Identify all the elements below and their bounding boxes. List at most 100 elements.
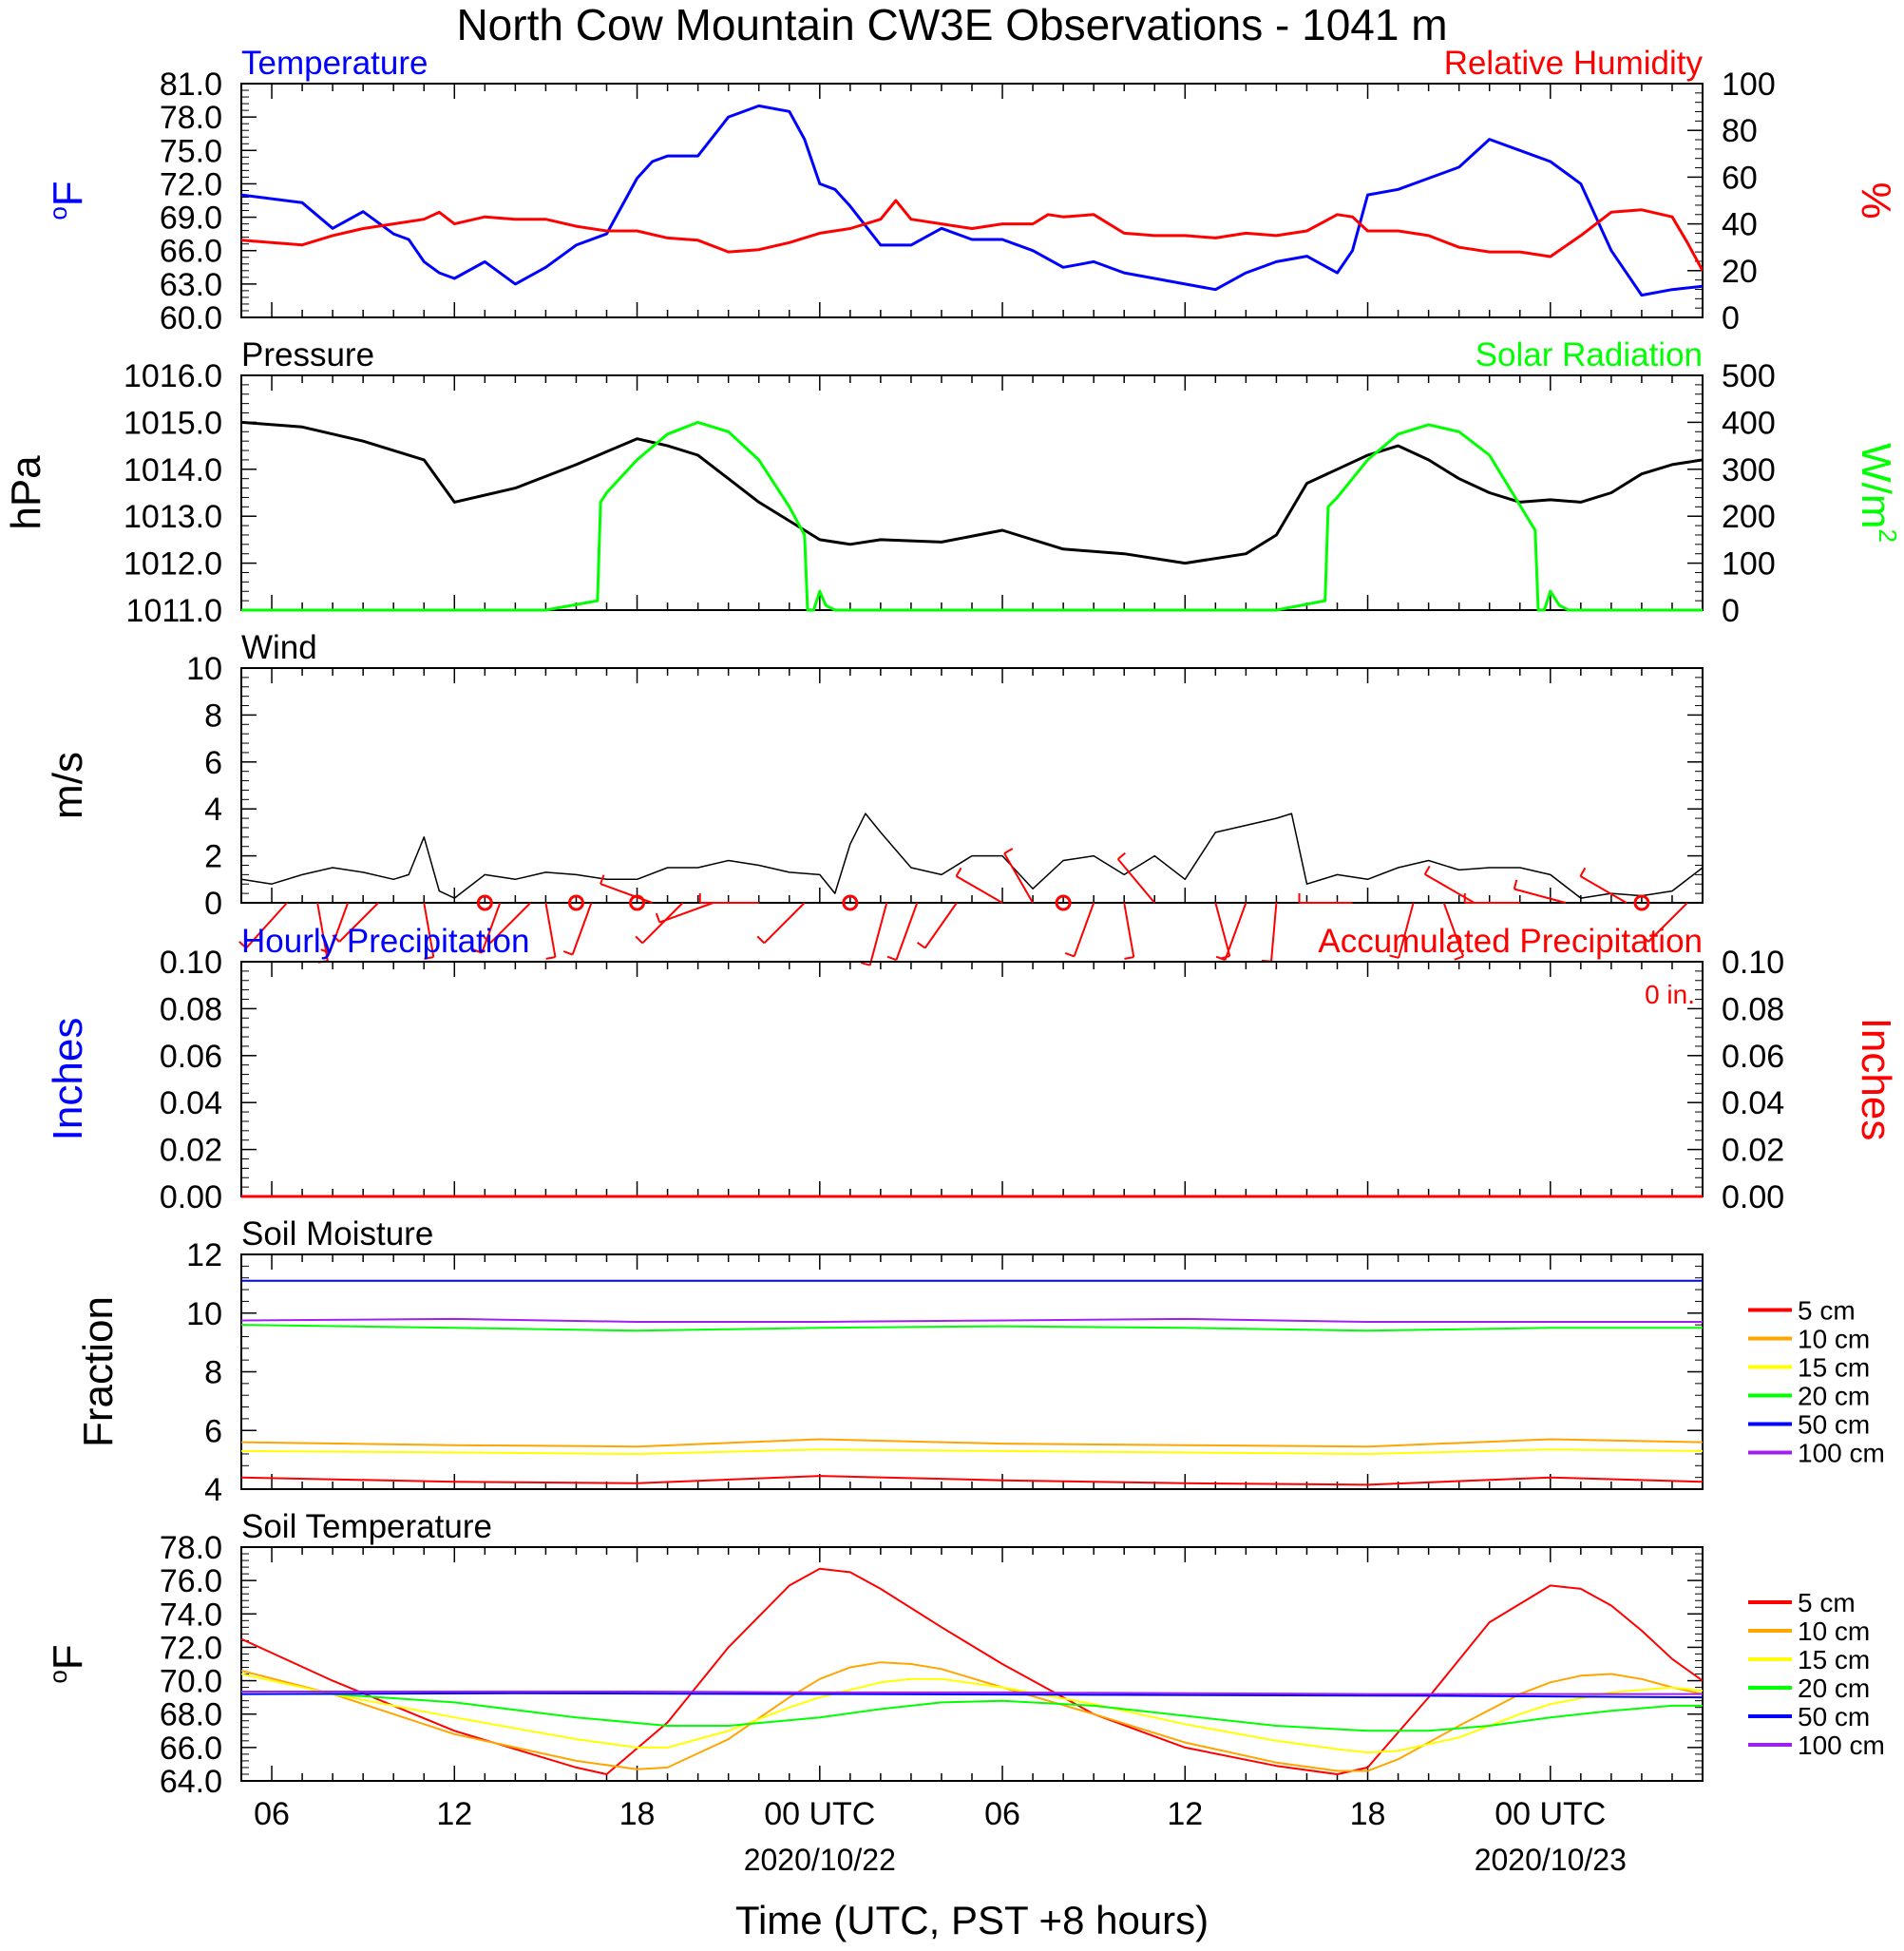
wind-barb-feather bbox=[886, 955, 897, 962]
y-tick-label: 1011.0 bbox=[126, 593, 222, 629]
y2-tick-label: 300 bbox=[1722, 452, 1776, 488]
left-unit-label-letter: F bbox=[45, 181, 91, 206]
wind-barb-feather bbox=[1064, 952, 1075, 958]
panel-right-title: Relative Humidity bbox=[1444, 45, 1704, 82]
wind-barb bbox=[544, 902, 557, 958]
calm-wind-marker bbox=[567, 894, 584, 911]
accum-total-label: 0 in. bbox=[1645, 980, 1695, 1009]
panel-left-title: Hourly Precipitation bbox=[241, 923, 529, 960]
y-tick-label: 64.0 bbox=[160, 1764, 222, 1800]
y-tick-label: 0.00 bbox=[160, 1179, 222, 1215]
wind-barb bbox=[923, 902, 958, 949]
wind-barb-feather bbox=[955, 867, 962, 877]
y2-tick-label: 80 bbox=[1722, 113, 1758, 149]
panels-layer: 60.063.066.069.072.075.078.081.002040608… bbox=[3, 45, 1902, 1800]
wind-barb-feather bbox=[1423, 865, 1431, 875]
y2-tick-label: 500 bbox=[1722, 358, 1776, 394]
x-tick-label: 00 UTC bbox=[1495, 1796, 1606, 1832]
wind-barb bbox=[423, 902, 435, 958]
y-tick-label: 72.0 bbox=[160, 1630, 222, 1666]
wind-barb-feather bbox=[332, 934, 340, 943]
x-tick-label: 06 bbox=[254, 1796, 290, 1832]
x-tick-label: 18 bbox=[1350, 1796, 1386, 1832]
y-tick-label: 1016.0 bbox=[124, 358, 222, 394]
calm-wind-marker bbox=[1633, 894, 1650, 911]
y-tick-label: 2 bbox=[204, 839, 222, 875]
wind-barb bbox=[245, 902, 288, 949]
y2-tick-label: 40 bbox=[1722, 207, 1758, 243]
left-unit-label-text: oF bbox=[44, 1644, 91, 1683]
y-tick-label: 0.08 bbox=[160, 991, 222, 1027]
x-axis-label: Time (UTC, PST +8 hours) bbox=[735, 1898, 1209, 1942]
wind-barb-feather bbox=[1579, 867, 1587, 877]
panel-left-title: Soil Temperature bbox=[241, 1508, 492, 1545]
series-15-cm bbox=[241, 1673, 1703, 1754]
panel-soil_temperature: 64.066.068.070.072.074.076.078.0 Soil Tem… bbox=[44, 1508, 1885, 1800]
left-unit-label-text: oF bbox=[44, 181, 91, 220]
y-tick-label: 74.0 bbox=[160, 1597, 222, 1633]
legend-label: 15 cm bbox=[1798, 1645, 1870, 1674]
y-tick-label: 66.0 bbox=[160, 1731, 222, 1767]
x-tick-label: 12 bbox=[436, 1796, 472, 1832]
series-layer bbox=[241, 813, 1703, 899]
series-pressure bbox=[241, 420, 1703, 565]
wind-barb bbox=[338, 902, 379, 943]
y-tick-label: 1015.0 bbox=[124, 405, 222, 441]
y-tick-label: 68.0 bbox=[160, 1697, 222, 1733]
legend-label: 50 cm bbox=[1798, 1702, 1870, 1731]
left-unit-label: Fraction bbox=[75, 1296, 122, 1447]
right-unit-sup: 2 bbox=[1874, 528, 1902, 542]
y-tick-label: 0.04 bbox=[160, 1085, 222, 1121]
series-100-cm bbox=[241, 1691, 1703, 1695]
wind-barb-feather bbox=[472, 948, 483, 954]
figure-title: North Cow Mountain CW3E Observations - 1… bbox=[456, 0, 1447, 49]
left-unit-label-text: hPa bbox=[3, 455, 49, 530]
series-solar-radiation bbox=[241, 420, 1703, 612]
panel-pressure_solar: 1011.0 1012.0 1013.0 1014.0 1015.0 1016.0 0 100… bbox=[3, 336, 1902, 629]
left-unit-label-text: m/s bbox=[45, 752, 91, 819]
y2-tick-label: 20 bbox=[1722, 254, 1758, 290]
legend-label: 5 cm bbox=[1798, 1588, 1856, 1617]
y-tick-label: 81.0 bbox=[160, 67, 222, 103]
y2-tick-label: 0.10 bbox=[1722, 945, 1784, 981]
panel-temp_rh: 60.063.066.069.072.075.078.081.0 0 20 40 60 8… bbox=[44, 45, 1899, 336]
left-unit-label: oF bbox=[44, 1644, 91, 1683]
right-unit-label: W/m2 bbox=[1853, 443, 1902, 543]
legend-label: 10 cm bbox=[1798, 1616, 1870, 1646]
wind-barb-feather bbox=[1215, 955, 1226, 962]
panel-right-title: Solar Radiation bbox=[1476, 336, 1703, 373]
y-tick-label: 10 bbox=[186, 651, 222, 687]
wind-barb-feather bbox=[424, 956, 434, 960]
y-tick-label: 66.0 bbox=[160, 234, 222, 270]
left-unit-label: hPa bbox=[3, 455, 49, 530]
y2-tick-label: 200 bbox=[1722, 499, 1776, 535]
left-unit-label-text: Inches bbox=[45, 1018, 91, 1141]
y2-tick-label: 0.00 bbox=[1722, 1179, 1784, 1215]
y2-tick-label: 60 bbox=[1722, 160, 1758, 196]
series-100-cm bbox=[241, 1317, 1703, 1323]
panel-wind: 0 2 4 6 8 10 Wind m/s bbox=[45, 629, 1704, 966]
calm-wind-marker bbox=[476, 894, 493, 911]
y-tick-label: 1013.0 bbox=[124, 499, 222, 535]
y-tick-label: 8 bbox=[204, 698, 222, 734]
series-10-cm bbox=[241, 1661, 1703, 1772]
wind-barb bbox=[1424, 873, 1476, 904]
panel-precip: 0.00 0.02 0.04 0.06 0.08 0.10 0.00 0.02 0.04 0.06… bbox=[45, 923, 1899, 1215]
wind-barb bbox=[1073, 902, 1095, 957]
series-layer bbox=[241, 1279, 1703, 1486]
y-tick-label: 78.0 bbox=[160, 1530, 222, 1566]
wind-barb bbox=[1214, 902, 1231, 957]
calm-wind-marker bbox=[629, 894, 646, 911]
wind-barb-feather bbox=[483, 935, 491, 945]
wind-barb-feather bbox=[545, 956, 556, 960]
wind-barb-feather bbox=[238, 941, 247, 949]
x-tick-label: 18 bbox=[619, 1796, 656, 1832]
legend-label: 50 cm bbox=[1798, 1410, 1870, 1440]
wind-barb bbox=[489, 902, 532, 945]
wind-barb-feather bbox=[1513, 879, 1518, 889]
wind-barb bbox=[1224, 902, 1247, 961]
wind-barb-feather bbox=[635, 935, 643, 945]
wind-barb bbox=[641, 902, 684, 945]
y2-tick-label: 0.06 bbox=[1722, 1039, 1784, 1075]
